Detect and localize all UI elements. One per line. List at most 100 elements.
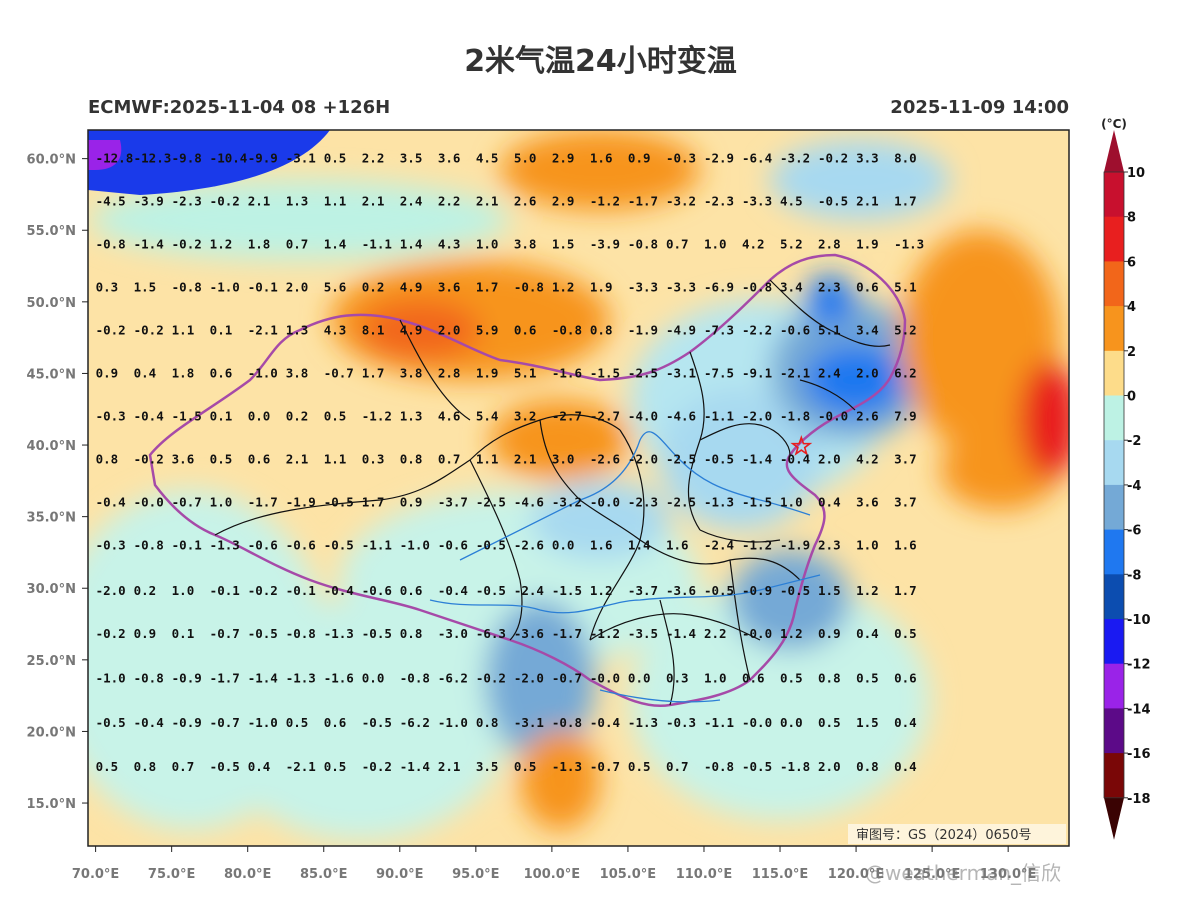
grid-value: -1.4	[666, 626, 696, 641]
grid-value: -3.7	[438, 494, 468, 509]
grid-value: 3.0	[552, 451, 575, 466]
grid-value: -0.8	[134, 537, 164, 552]
grid-value: 0.4	[894, 759, 917, 774]
grid-value: -0.5	[476, 583, 506, 598]
grid-value: 0.5	[324, 151, 347, 166]
grid-value: 4.2	[742, 237, 765, 252]
grid-value: -0.7	[552, 670, 582, 685]
lon-tick-label: 105.0°E	[600, 867, 657, 882]
grid-value: -2.2	[742, 322, 772, 337]
grid-value: -0.8	[628, 237, 658, 252]
grid-value: -1.5	[172, 408, 202, 423]
grid-value: 2.9	[552, 194, 575, 209]
page-title: 2米气温24小时变温	[464, 44, 737, 79]
lon-tick-label: 85.0°E	[300, 867, 347, 882]
grid-value: -0.5	[818, 194, 848, 209]
grid-value: -12.8	[96, 151, 134, 166]
grid-value: -1.0	[400, 537, 430, 552]
grid-value: 0.3	[362, 451, 385, 466]
lat-tick-label: 20.0°N	[27, 725, 76, 740]
grid-value: 0.7	[438, 451, 461, 466]
grid-value: 1.0	[476, 237, 499, 252]
grid-value: 1.6	[894, 537, 917, 552]
grid-value: -1.7	[552, 626, 582, 641]
grid-value: -6.3	[476, 626, 506, 641]
grid-value: -3.6	[666, 583, 696, 598]
grid-value: 4.9	[400, 322, 423, 337]
grid-value: -0.6	[248, 537, 278, 552]
grid-value: 2.0	[856, 365, 879, 380]
grid-value: -0.7	[590, 759, 620, 774]
colorbar-label: 2	[1127, 345, 1136, 360]
colorbar-segment	[1104, 350, 1124, 396]
yangtze-river	[429, 574, 821, 614]
temperature-change-field	[88, 130, 1069, 846]
grid-value: 1.4	[400, 237, 423, 252]
grid-value: -0.7	[210, 626, 240, 641]
grid-value: -4.6	[666, 408, 696, 423]
grid-value: -2.0	[628, 451, 658, 466]
grid-value: -0.8	[552, 715, 582, 730]
grid-value: 1.3	[400, 408, 423, 423]
grid-value: 0.0	[628, 670, 651, 685]
grid-value: -0.5	[742, 759, 772, 774]
field-region	[490, 400, 630, 480]
grid-value: 1.2	[210, 237, 233, 252]
grid-value: 3.8	[400, 365, 423, 380]
grid-value: -3.1	[286, 151, 316, 166]
grid-value: 2.6	[856, 408, 879, 423]
grid-value: -2.3	[172, 194, 202, 209]
grid-value: 2.1	[438, 759, 461, 774]
grid-value: 0.5	[780, 670, 803, 685]
grid-value: 0.8	[400, 626, 423, 641]
grid-value: -1.1	[704, 715, 734, 730]
grid-value: -3.3	[666, 280, 696, 295]
grid-value: -0.9	[172, 670, 202, 685]
grid-value: 1.4	[628, 537, 651, 552]
grid-value: -0.3	[96, 408, 126, 423]
province-border	[699, 529, 781, 543]
grid-value: -1.2	[590, 626, 620, 641]
grid-value: -0.8	[704, 759, 734, 774]
grid-value: 2.1	[248, 194, 271, 209]
grid-value: 0.7	[666, 759, 689, 774]
grid-value: -0.4	[134, 408, 164, 423]
grid-value: -0.5	[324, 494, 354, 509]
grid-value: 0.0	[248, 408, 271, 423]
field-region	[770, 140, 950, 220]
colorbar-label: -14	[1127, 702, 1151, 717]
lat-tick-label: 60.0°N	[27, 153, 76, 168]
grid-value: -1.3	[894, 237, 924, 252]
grid-value: -2.5	[476, 494, 506, 509]
grid-value: -1.3	[552, 759, 582, 774]
grid-value: -1.4	[400, 759, 430, 774]
grid-value: 4.6	[438, 408, 461, 423]
grid-value: 3.2	[514, 408, 537, 423]
grid-value: -0.9	[172, 715, 202, 730]
grid-value: -2.5	[628, 365, 658, 380]
grid-value: 1.8	[172, 365, 195, 380]
grid-value: 0.9	[400, 494, 423, 509]
grid-value: 1.2	[590, 583, 613, 598]
yellow-river	[459, 431, 811, 561]
grid-value: 3.4	[856, 322, 879, 337]
grid-value: -1.7	[248, 494, 278, 509]
grid-value: -1.3	[286, 670, 316, 685]
grid-value: -0.6	[362, 583, 392, 598]
grid-value: -0.5	[704, 583, 734, 598]
grid-value: -1.4	[248, 670, 278, 685]
grid-value: 5.6	[324, 280, 347, 295]
grid-value: 0.9	[134, 626, 157, 641]
grid-value: -0.8	[400, 670, 430, 685]
grid-value: -0.0	[590, 670, 620, 685]
grid-value: -0.4	[590, 715, 620, 730]
grid-value: -3.2	[552, 494, 582, 509]
grid-value: 0.1	[210, 322, 233, 337]
province-border	[399, 319, 471, 421]
grid-value: -1.9	[628, 322, 658, 337]
grid-value: 1.7	[362, 365, 385, 380]
grid-value: 4.5	[780, 194, 803, 209]
grid-value: -0.2	[210, 194, 240, 209]
grid-value: -9.8	[172, 151, 202, 166]
grid-value: 2.1	[856, 194, 879, 209]
